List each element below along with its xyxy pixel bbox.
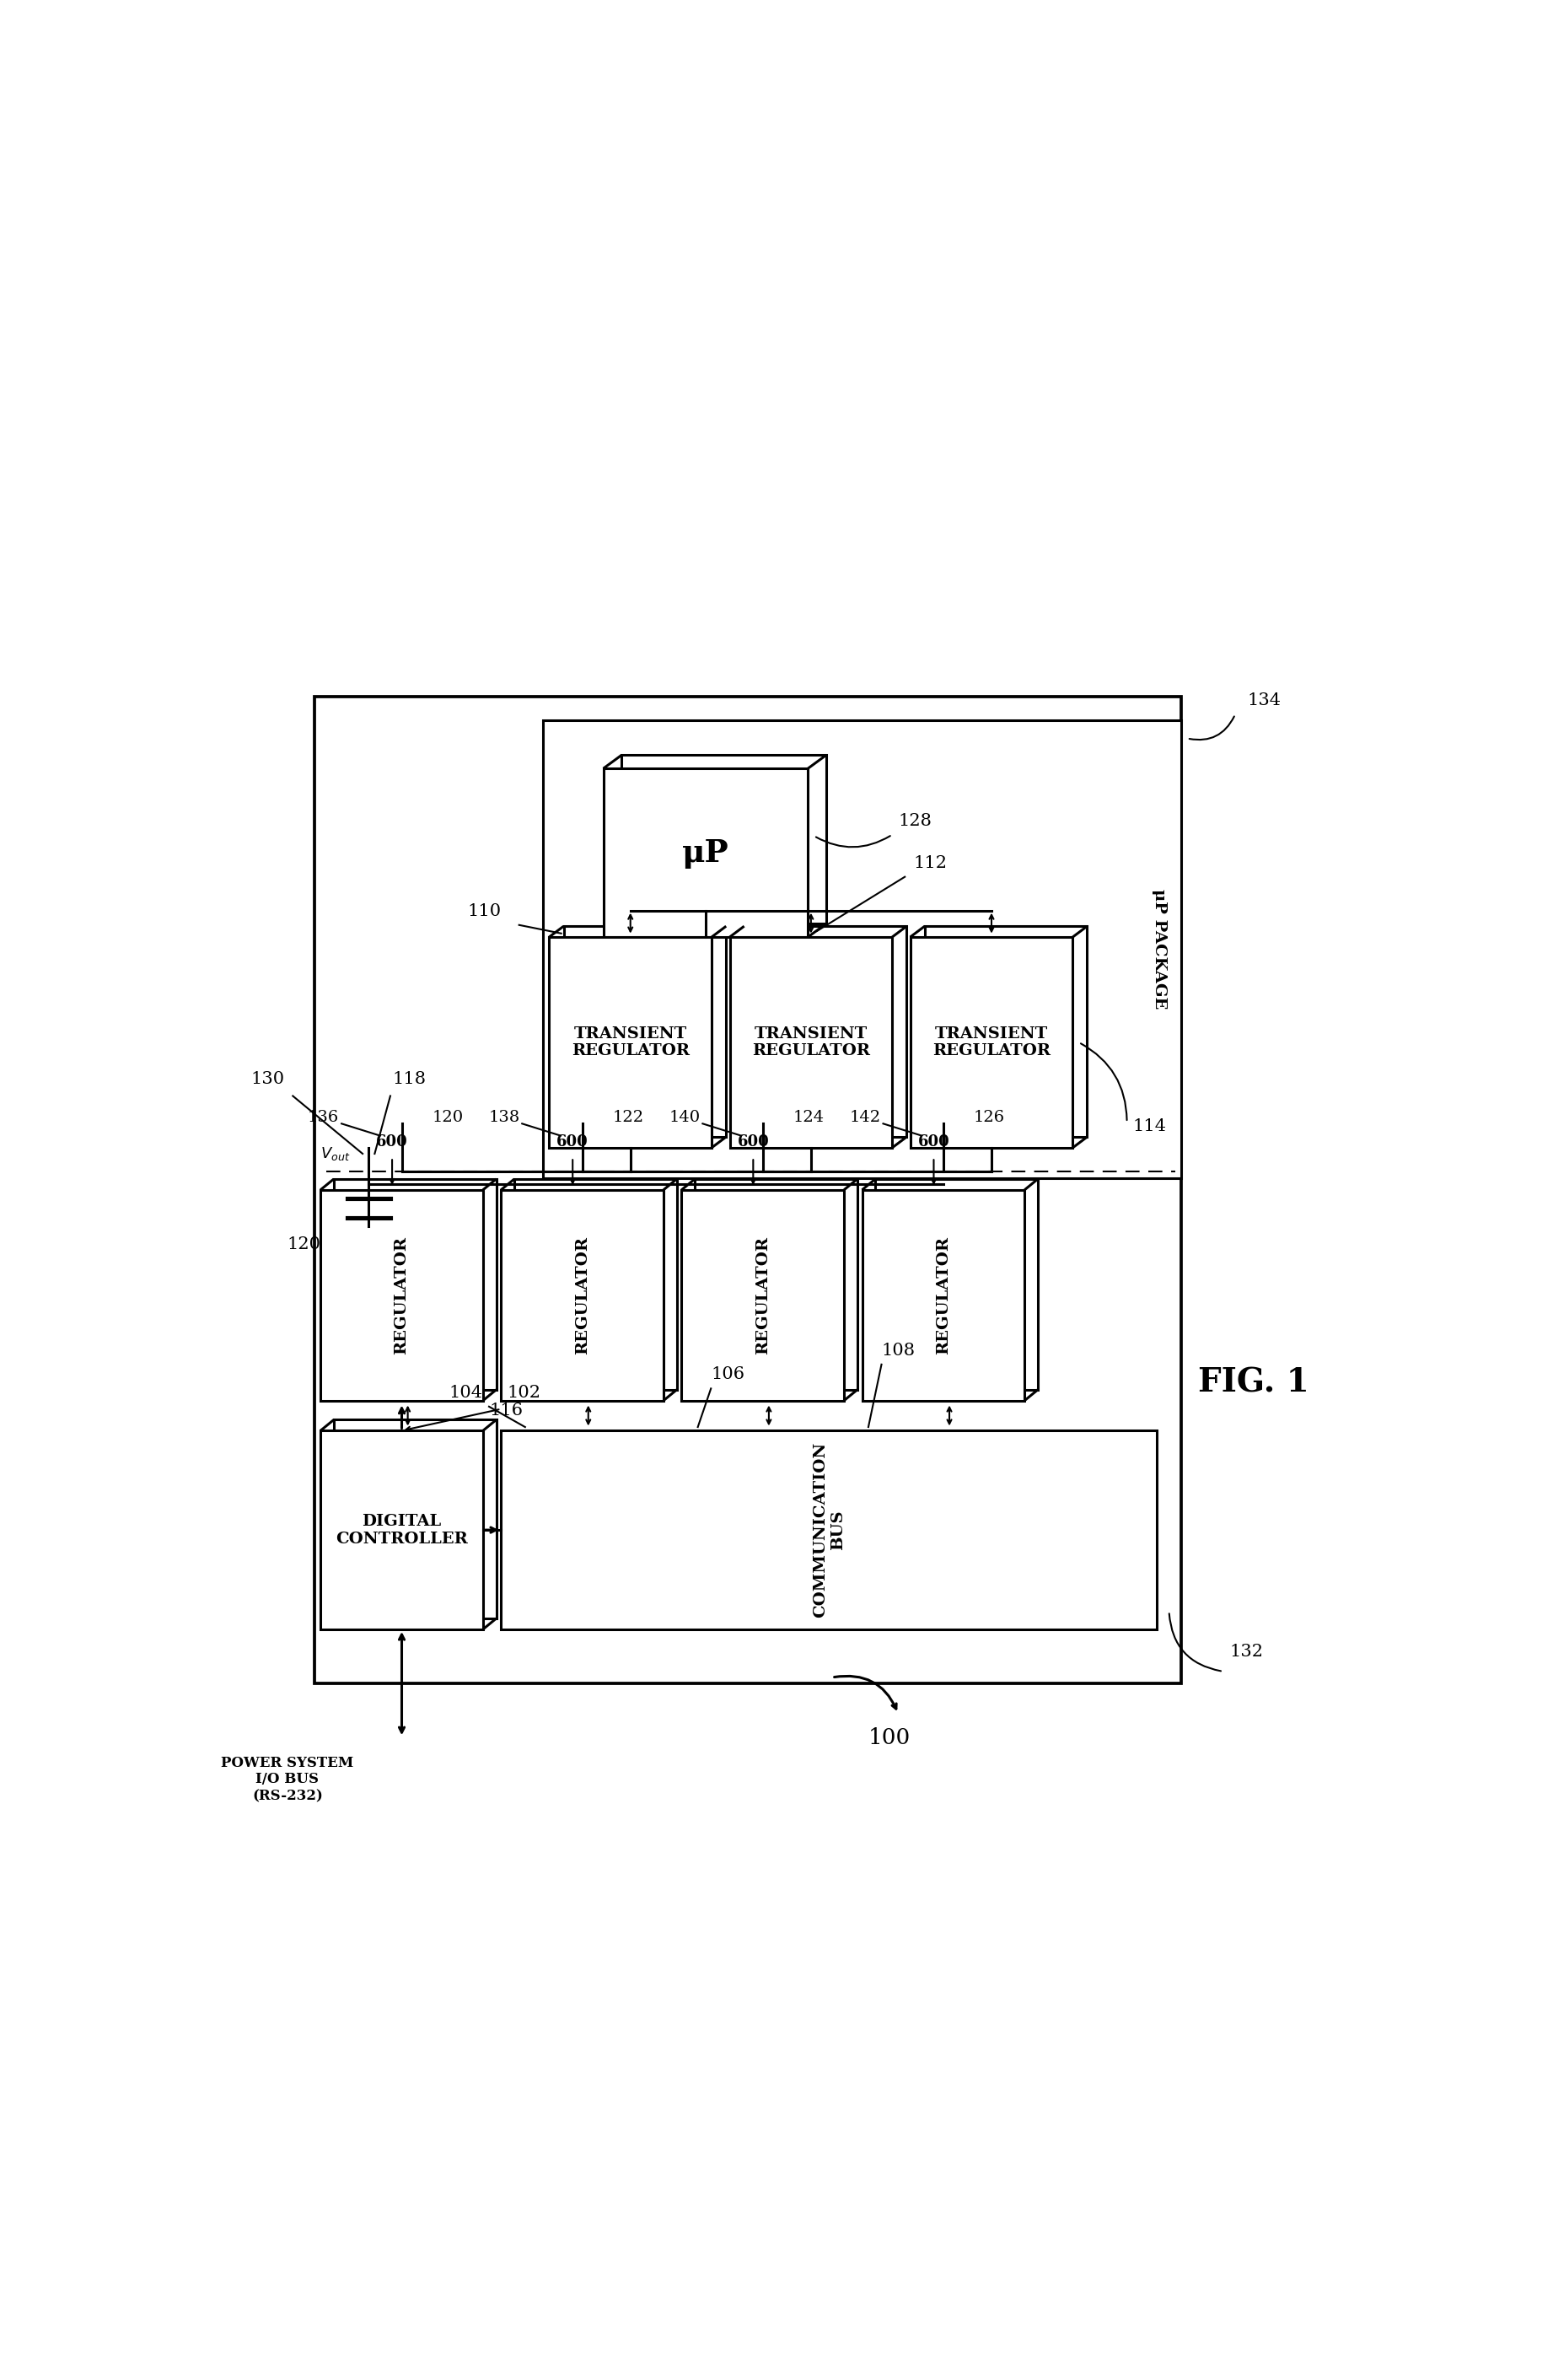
Text: 104: 104	[449, 1385, 483, 1399]
Text: 100: 100	[868, 1728, 910, 1749]
Text: μP: μP	[682, 838, 728, 869]
Text: 132: 132	[1228, 1642, 1263, 1659]
Text: 128: 128	[898, 812, 932, 828]
Text: 114: 114	[1134, 1119, 1166, 1135]
Text: 108: 108	[882, 1342, 915, 1359]
Text: POWER SYSTEM
I/O BUS
(RS-232): POWER SYSTEM I/O BUS (RS-232)	[221, 1756, 354, 1804]
Text: DIGITAL
CONTROLLER: DIGITAL CONTROLLER	[335, 1514, 467, 1547]
Bar	[544, 721, 1180, 1178]
Text: 600: 600	[376, 1135, 408, 1150]
Text: 600: 600	[738, 1135, 769, 1150]
Text: 118: 118	[393, 1071, 427, 1088]
Bar	[924, 926, 1087, 1138]
Text: 124: 124	[794, 1109, 825, 1126]
Text: FIG. 1: FIG. 1	[1197, 1366, 1309, 1399]
Bar	[564, 926, 727, 1138]
Text: 134: 134	[1247, 693, 1281, 709]
Bar	[550, 938, 711, 1147]
Bar	[730, 938, 891, 1147]
Bar	[320, 1190, 483, 1399]
Bar	[694, 1178, 857, 1390]
Text: 116: 116	[489, 1402, 523, 1418]
Text: COMMUNICATION
BUS: COMMUNICATION BUS	[812, 1442, 845, 1618]
Text: 102: 102	[506, 1385, 540, 1399]
Text: TRANSIENT
REGULATOR: TRANSIENT REGULATOR	[932, 1026, 1050, 1059]
Bar	[862, 1190, 1025, 1399]
Text: REGULATOR: REGULATOR	[394, 1235, 410, 1354]
Text: 120: 120	[287, 1235, 320, 1252]
Bar	[876, 1178, 1037, 1390]
Text: 130: 130	[250, 1071, 284, 1088]
Text: μP PACKAGE: μP PACKAGE	[1152, 890, 1166, 1009]
Bar	[621, 754, 826, 923]
Text: REGULATOR: REGULATOR	[575, 1235, 590, 1354]
Bar	[910, 938, 1073, 1147]
Text: $V_{out}$: $V_{out}$	[321, 1145, 351, 1161]
Text: 106: 106	[711, 1366, 745, 1383]
Text: 120: 120	[432, 1109, 463, 1126]
Text: TRANSIENT
REGULATOR: TRANSIENT REGULATOR	[752, 1026, 870, 1059]
Text: 600: 600	[556, 1135, 589, 1150]
Bar	[502, 1190, 663, 1399]
Text: 126: 126	[974, 1109, 1005, 1126]
Text: 138: 138	[488, 1109, 520, 1126]
Bar	[744, 926, 907, 1138]
Text: 110: 110	[467, 902, 502, 919]
Bar	[603, 769, 808, 938]
Bar	[514, 1178, 677, 1390]
Bar	[502, 1430, 1157, 1630]
Bar	[320, 1430, 483, 1630]
Bar	[682, 1190, 845, 1399]
Bar	[314, 697, 1180, 1683]
Text: REGULATOR: REGULATOR	[936, 1235, 950, 1354]
Text: 112: 112	[913, 854, 947, 871]
Text: 140: 140	[669, 1109, 700, 1126]
Bar	[334, 1421, 497, 1618]
Text: 122: 122	[612, 1109, 643, 1126]
Text: 142: 142	[849, 1109, 881, 1126]
Text: 600: 600	[918, 1135, 949, 1150]
Text: TRANSIENT
REGULATOR: TRANSIENT REGULATOR	[572, 1026, 690, 1059]
Text: 136: 136	[307, 1109, 339, 1126]
Text: REGULATOR: REGULATOR	[755, 1235, 770, 1354]
Bar	[334, 1178, 497, 1390]
